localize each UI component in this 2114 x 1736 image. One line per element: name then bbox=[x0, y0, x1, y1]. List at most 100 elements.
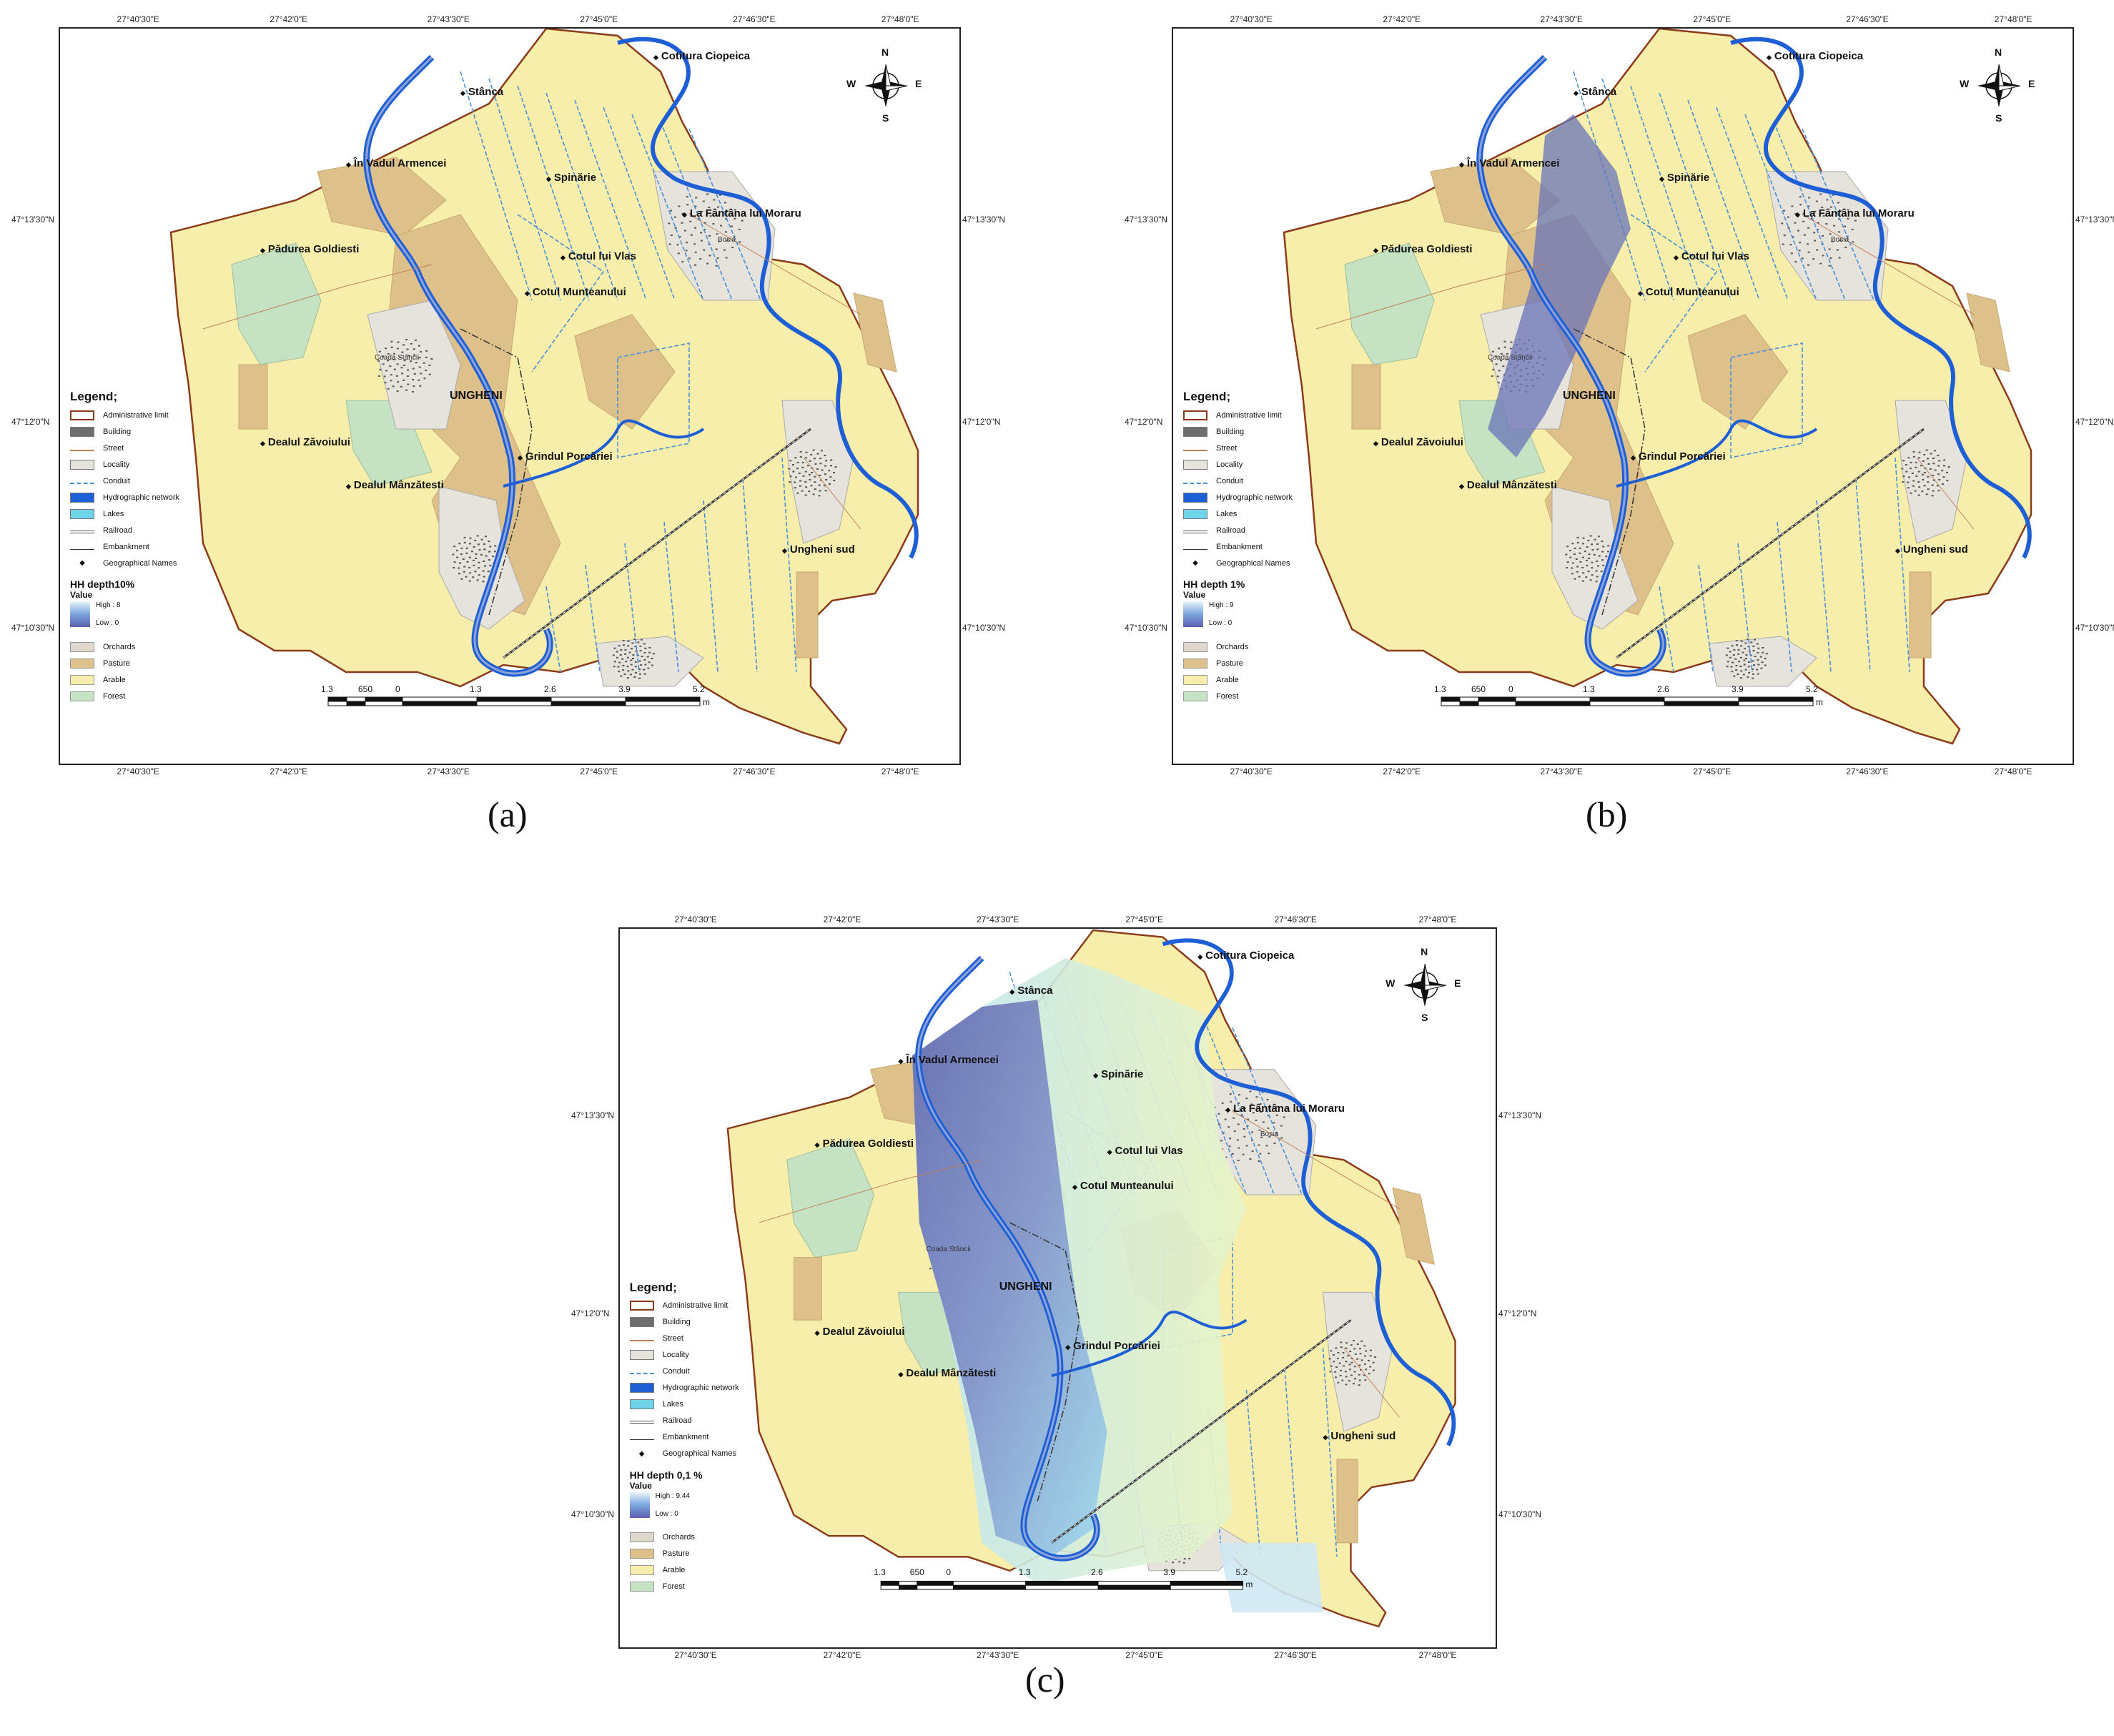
depth-low-label: Low : 0 bbox=[96, 619, 119, 627]
scale-tick-label: 2.6 bbox=[1090, 1567, 1103, 1577]
legend-swatch bbox=[70, 658, 94, 669]
legend-landuse-label: Arable bbox=[1216, 675, 1239, 684]
map-canvas bbox=[169, 29, 919, 745]
place-name-stanca: Stânca bbox=[1574, 86, 1616, 98]
legend-item: Hydrographic network bbox=[1183, 489, 1293, 505]
scale-bar bbox=[1441, 696, 1814, 706]
latitude-label: 47°13'30"N bbox=[2075, 214, 2114, 225]
place-name-fantana: La Fântâna lui Moraru bbox=[682, 207, 801, 220]
legend-landuse-item: Orchards bbox=[1183, 638, 1293, 655]
legend-landuse-label: Arable bbox=[103, 675, 126, 684]
locality-area bbox=[1766, 171, 1889, 301]
legend-landuse-label: Pasture bbox=[662, 1549, 690, 1559]
legend-item-label: Building bbox=[662, 1318, 691, 1327]
pasture-area bbox=[238, 364, 268, 430]
place-name-vadul: În Vadul Armencei bbox=[899, 1054, 999, 1066]
legend-item-label: Hydrographic network bbox=[1216, 493, 1293, 502]
pasture-area bbox=[793, 1257, 822, 1321]
legend-landuse-label: Pasture bbox=[1216, 659, 1243, 668]
legend-item: Embankment bbox=[70, 538, 179, 555]
legend-swatch: ◆ bbox=[79, 559, 85, 567]
place-name-ungheni-sud: Ungheni sud bbox=[1323, 1430, 1396, 1442]
legend-item: Street bbox=[70, 440, 179, 456]
legend-landuse-item: Forest bbox=[629, 1579, 739, 1595]
legend-item-label: Embankment bbox=[103, 542, 149, 551]
panel-label-b: (b) bbox=[1586, 794, 1628, 834]
place-name-cotul-munteanului: Cotul Munteanului bbox=[525, 286, 626, 298]
legend-swatch bbox=[1183, 658, 1207, 669]
latitude-label: 47°13'30"N bbox=[962, 214, 1006, 225]
scale-tick-label: 3.9 bbox=[1732, 684, 1744, 694]
legend-swatch bbox=[70, 478, 94, 484]
legend-landuse-item: Orchards bbox=[629, 1529, 739, 1546]
legend-swatch bbox=[629, 1549, 654, 1559]
street-network bbox=[1315, 214, 1975, 530]
depth-color-ramp bbox=[629, 1491, 650, 1518]
legend-swatch bbox=[629, 1565, 654, 1576]
place-name-ungheni: UNGHENI bbox=[450, 390, 503, 402]
legend-landuse-item: Arable bbox=[1183, 671, 1293, 688]
legend-swatch bbox=[629, 1383, 654, 1394]
legend-swatch bbox=[70, 691, 94, 701]
longitude-label: 27°40'30"E bbox=[117, 14, 159, 24]
longitude-label: 27°45'0"E bbox=[580, 766, 618, 776]
legend-swatch: ◆ bbox=[638, 1449, 645, 1458]
panel-label-c: (c) bbox=[1025, 1659, 1065, 1700]
legend-swatch bbox=[1183, 544, 1207, 550]
locality-area bbox=[367, 300, 461, 430]
locality-area bbox=[596, 636, 704, 687]
place-name-grindul: Grindul Porcăriei bbox=[1065, 1340, 1160, 1352]
place-name-cotul-munteanului: Cotul Munteanului bbox=[1638, 286, 1739, 298]
legend-landuse-label: Forest bbox=[662, 1582, 685, 1592]
scale-tick-label: 1.3 bbox=[1018, 1567, 1031, 1577]
longitude-label: 27°45'0"E bbox=[580, 14, 618, 24]
legend-swatch bbox=[1183, 410, 1207, 420]
legend-item-label: Locality bbox=[1216, 460, 1243, 469]
legend-item: Street bbox=[629, 1331, 739, 1347]
scale-tick-label: 3.9 bbox=[1163, 1567, 1175, 1577]
place-name-ungheni-sud: Ungheni sud bbox=[782, 543, 855, 556]
street-network bbox=[202, 214, 861, 530]
longitude-label: 27°42'0"E bbox=[270, 766, 308, 776]
compass-n-label: N bbox=[1421, 946, 1428, 958]
scale-bar bbox=[880, 1580, 1244, 1590]
legend-swatch bbox=[629, 1418, 654, 1424]
place-name-stanca: Stânca bbox=[1009, 985, 1052, 997]
legend-title: Legend; bbox=[629, 1280, 677, 1294]
locality-area bbox=[653, 171, 776, 301]
longitude-label: 27°40'30"E bbox=[674, 914, 717, 924]
depth-high-label: High : 9.44 bbox=[655, 1491, 690, 1500]
legend-swatch bbox=[1183, 478, 1207, 484]
latitude-label: 47°10'30"N bbox=[962, 622, 1006, 633]
legend-item-label: Administrative limit bbox=[103, 410, 169, 420]
map-canvas bbox=[1283, 29, 2032, 745]
admin-territory bbox=[169, 29, 919, 745]
legend-swatch bbox=[629, 1350, 654, 1361]
depth-legend-title: HH depth10% bbox=[70, 578, 135, 590]
place-name-cotitura: Cotitura Ciopeica bbox=[1767, 50, 1863, 62]
place-name-ungheni: UNGHENI bbox=[1563, 390, 1616, 402]
legend-item: Administrative limit bbox=[1183, 407, 1293, 423]
depth-low-label: Low : 0 bbox=[1209, 619, 1233, 627]
place-name-cotul-vlas: Cotul lui Vlas bbox=[560, 250, 636, 262]
longitude-label: 27°43'30"E bbox=[427, 766, 470, 776]
locality-area bbox=[1709, 636, 1817, 687]
depth-value-heading: Value bbox=[1183, 590, 1206, 600]
latitude-label: 47°13'30"N bbox=[1498, 1110, 1542, 1121]
place-name-cotitura: Cotitura Ciopeica bbox=[653, 50, 750, 62]
pasture-area bbox=[1392, 1187, 1435, 1266]
legend-item-label: Building bbox=[103, 427, 132, 436]
place-name-bosia: Bosia bbox=[1831, 236, 1849, 244]
legend-item: Railroad bbox=[629, 1413, 739, 1429]
legend-swatch bbox=[629, 1399, 654, 1410]
compass-w-label: W bbox=[1386, 977, 1396, 990]
legend-item: ◆ Geographical Names bbox=[70, 555, 179, 571]
place-name-vadul: În Vadul Armencei bbox=[346, 157, 447, 169]
scale-tick-label: 650 bbox=[909, 1567, 924, 1577]
pasture-area bbox=[1909, 571, 1932, 659]
flood-extent bbox=[1488, 114, 1631, 458]
map-frame: 1.3 650 0 1.3 2.6 3.9 5.2 m N S E W Cotitura Ciopeic… bbox=[1172, 27, 2074, 765]
legend-item: Lakes bbox=[70, 505, 179, 522]
locality-area bbox=[1551, 485, 1639, 630]
legend-item-label: Hydrographic network bbox=[103, 493, 179, 502]
